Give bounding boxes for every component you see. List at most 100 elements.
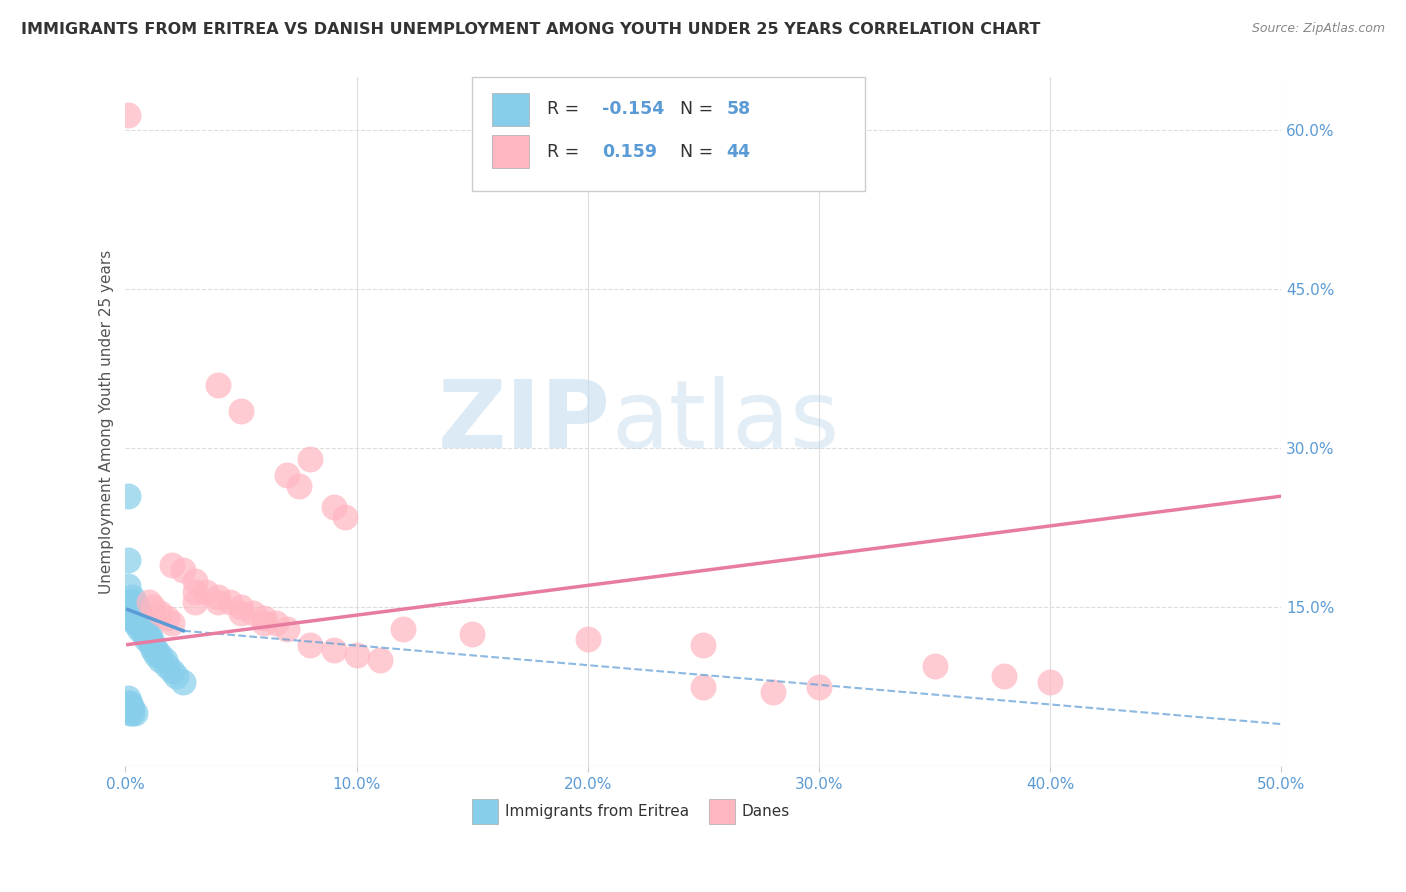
Point (207, 595, 229, 609)
Point (156, 658, 179, 673)
Point (117, 107, 139, 121)
Point (145, 643, 167, 657)
Point (242, 606, 264, 620)
Text: -0.154: -0.154 (602, 100, 664, 118)
FancyBboxPatch shape (472, 799, 498, 823)
Text: N =: N = (681, 143, 718, 161)
Point (128, 616, 150, 631)
Y-axis label: Unemployment Among Youth under 25 years: Unemployment Among Youth under 25 years (100, 250, 114, 594)
Text: N =: N = (681, 100, 718, 118)
Point (322, 643, 344, 657)
Point (121, 590, 143, 604)
Point (160, 616, 183, 631)
Point (156, 611, 179, 625)
Point (346, 648, 368, 662)
Point (322, 500, 344, 514)
Point (132, 616, 155, 631)
Point (117, 489, 139, 503)
Text: IMMIGRANTS FROM ERITREA VS DANISH UNEMPLOYMENT AMONG YOUTH UNDER 25 YEARS CORREL: IMMIGRANTS FROM ERITREA VS DANISH UNEMPL… (21, 22, 1040, 37)
Point (124, 706, 146, 721)
Point (142, 600, 165, 615)
Point (120, 611, 142, 625)
Point (135, 622, 157, 636)
Point (142, 638, 165, 652)
Point (131, 622, 153, 636)
Point (138, 595, 160, 609)
Point (124, 606, 146, 620)
Point (139, 632, 162, 647)
Point (121, 600, 143, 615)
Point (120, 606, 142, 620)
Point (195, 584, 218, 599)
Point (117, 701, 139, 715)
Point (165, 669, 187, 683)
Point (128, 622, 150, 636)
Point (276, 622, 298, 636)
Point (121, 595, 143, 609)
Point (229, 600, 252, 615)
Point (128, 606, 150, 620)
Point (121, 611, 143, 625)
Point (762, 685, 785, 699)
Text: R =: R = (547, 100, 585, 118)
Point (160, 664, 183, 678)
FancyBboxPatch shape (492, 93, 529, 126)
Point (132, 622, 155, 636)
Point (149, 648, 172, 662)
Text: Danes: Danes (741, 804, 790, 819)
Text: R =: R = (547, 143, 591, 161)
Point (117, 696, 139, 710)
Point (229, 606, 252, 620)
Text: Source: ZipAtlas.com: Source: ZipAtlas.com (1251, 22, 1385, 36)
Point (138, 627, 160, 641)
Point (924, 658, 946, 673)
Point (125, 611, 148, 625)
Point (288, 478, 311, 492)
Point (172, 674, 194, 689)
Point (184, 574, 207, 588)
Point (121, 606, 143, 620)
Point (172, 563, 194, 577)
Point (125, 606, 148, 620)
Point (125, 616, 148, 631)
Point (264, 616, 287, 631)
Point (808, 680, 831, 694)
Point (131, 611, 153, 625)
Text: Immigrants from Eritrea: Immigrants from Eritrea (505, 804, 689, 819)
FancyBboxPatch shape (472, 78, 865, 191)
Point (124, 595, 146, 609)
Point (124, 600, 146, 615)
Point (333, 510, 356, 524)
Point (124, 611, 146, 625)
Point (692, 638, 714, 652)
Point (993, 669, 1015, 683)
Point (117, 579, 139, 593)
Point (132, 627, 155, 641)
FancyBboxPatch shape (709, 799, 735, 823)
Point (131, 616, 153, 631)
Point (128, 611, 150, 625)
Text: atlas: atlas (612, 376, 839, 468)
Point (184, 584, 207, 599)
Point (145, 648, 167, 662)
Point (207, 377, 229, 392)
Point (160, 558, 183, 572)
Point (229, 404, 252, 418)
Point (207, 590, 229, 604)
Point (120, 696, 142, 710)
Point (576, 632, 599, 647)
Point (368, 653, 391, 667)
Point (135, 632, 157, 647)
Point (149, 606, 172, 620)
Point (117, 553, 139, 567)
Text: 58: 58 (727, 100, 751, 118)
FancyBboxPatch shape (492, 136, 529, 169)
Point (218, 595, 240, 609)
Point (692, 680, 714, 694)
Point (276, 467, 298, 482)
Point (153, 653, 176, 667)
Point (124, 616, 146, 631)
Point (120, 706, 142, 721)
Point (149, 653, 172, 667)
Point (125, 600, 148, 615)
